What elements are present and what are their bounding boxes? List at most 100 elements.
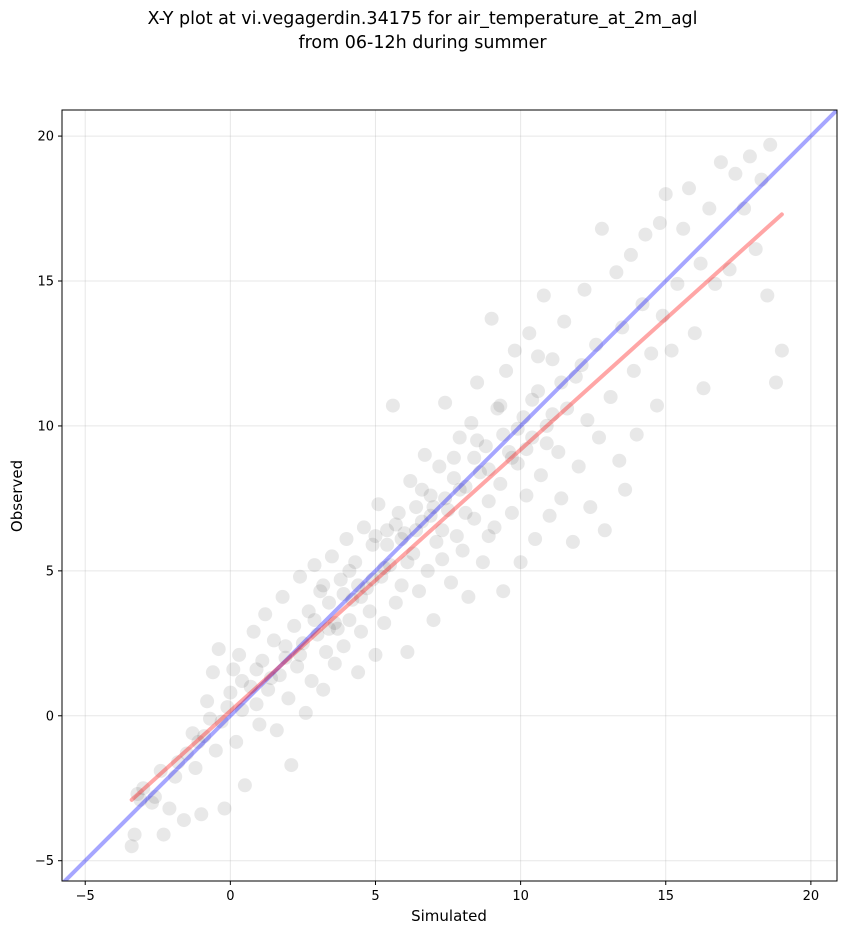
scatter-point xyxy=(426,500,441,515)
scatter-point xyxy=(748,242,763,257)
scatter-point xyxy=(220,700,235,715)
scatter-point xyxy=(629,427,644,442)
grid-lines xyxy=(62,110,837,881)
scatter-point xyxy=(203,711,217,726)
scatter-point xyxy=(342,613,357,628)
scatter-point xyxy=(444,575,458,590)
scatter-point xyxy=(313,584,328,599)
scatter-point xyxy=(612,453,627,468)
scatter-point xyxy=(412,584,426,599)
scatter-point xyxy=(435,523,450,538)
scatter-point xyxy=(446,471,461,486)
scatter-point xyxy=(307,613,322,628)
scatter-point xyxy=(507,343,522,358)
scatter-point xyxy=(330,621,345,636)
scatter-point xyxy=(400,555,415,570)
y-tick-label: 20 xyxy=(37,130,54,145)
scatter-point xyxy=(351,665,366,680)
scatter-point xyxy=(708,276,723,291)
scatter-point xyxy=(533,468,548,483)
scatter-point xyxy=(391,505,406,520)
scatter-point xyxy=(133,792,148,807)
scatter-point xyxy=(519,488,534,503)
scatter-point xyxy=(394,578,409,593)
scatter-point xyxy=(388,517,403,532)
scatter-point xyxy=(687,326,702,341)
chart-title-line-1: X-Y plot at vi.vegagerdin.34175 for air_… xyxy=(147,9,698,29)
scatter-point xyxy=(525,392,540,407)
scatter-point xyxy=(423,508,438,523)
scatter-point xyxy=(208,743,223,758)
scatter-point xyxy=(264,671,278,686)
scatter-point xyxy=(362,604,377,619)
scatter-point xyxy=(243,679,258,694)
scatter-point xyxy=(580,413,595,428)
scatter-point xyxy=(266,633,281,648)
scatter-point xyxy=(615,320,630,335)
scatter-point xyxy=(342,563,357,578)
scatter-point xyxy=(760,288,775,303)
scatter-point xyxy=(168,769,183,784)
y-axis-label: Observed xyxy=(8,460,26,532)
scatter-point xyxy=(592,430,606,445)
scatter-point xyxy=(255,653,270,668)
scatter-point xyxy=(272,668,287,683)
scatter-point xyxy=(664,343,679,358)
scatter-point xyxy=(156,827,171,842)
scatter-point xyxy=(365,572,380,587)
scatter-point xyxy=(597,523,612,538)
scatter-point xyxy=(644,346,659,361)
scatter-point xyxy=(455,543,470,558)
scatter-point xyxy=(127,827,142,842)
scatter-point xyxy=(481,529,496,544)
scatter-point xyxy=(542,508,557,523)
scatter-point xyxy=(438,395,453,410)
scatter-point xyxy=(348,555,363,570)
scatter-point xyxy=(414,514,429,529)
scatter-point xyxy=(423,488,438,503)
scatter-point xyxy=(400,645,415,659)
scatter-point xyxy=(397,526,412,541)
scatter-point xyxy=(426,613,441,628)
scatter-point xyxy=(467,450,482,465)
scatter-point xyxy=(200,694,215,709)
scatter-point xyxy=(763,137,778,152)
scatter-point xyxy=(171,755,186,770)
scatter-point xyxy=(420,563,435,578)
scatter-point xyxy=(623,247,638,262)
axis-ticks: −5 0 5 10 15 20 −5 0 5 10 15 20 xyxy=(35,130,819,904)
scatter-point xyxy=(235,674,249,688)
scatter-points xyxy=(124,137,789,854)
scatter-point xyxy=(565,534,580,549)
scatter-point xyxy=(359,581,374,596)
reference-lines xyxy=(62,110,837,881)
scatter-point xyxy=(205,665,220,680)
scatter-point xyxy=(429,534,444,549)
y-tick-label: 15 xyxy=(37,275,54,290)
scatter-point xyxy=(693,256,708,271)
scatter-point xyxy=(194,807,209,822)
x-tick-label: 5 xyxy=(371,889,379,904)
scatter-point xyxy=(385,398,400,413)
scatter-point xyxy=(458,479,473,494)
scatter-point xyxy=(618,482,633,497)
scatter-point xyxy=(368,647,383,662)
scatter-point xyxy=(490,401,505,416)
scatter-point xyxy=(626,363,641,378)
scatter-point xyxy=(377,561,392,575)
scatter-point xyxy=(536,288,551,303)
scatter-point xyxy=(284,758,299,773)
scatter-point xyxy=(487,520,502,535)
identity-line xyxy=(62,110,837,881)
scatter-point xyxy=(295,636,310,651)
scatter-point xyxy=(293,647,307,662)
scatter-point xyxy=(513,555,528,570)
scatter-point xyxy=(319,645,334,659)
plot-frame xyxy=(61,109,838,882)
scatter-point xyxy=(293,569,307,584)
scatter-point xyxy=(191,734,206,749)
scatter-point xyxy=(493,398,508,413)
scatter-point xyxy=(583,500,598,515)
scatter-point xyxy=(281,691,296,706)
scatter-point xyxy=(446,450,461,465)
